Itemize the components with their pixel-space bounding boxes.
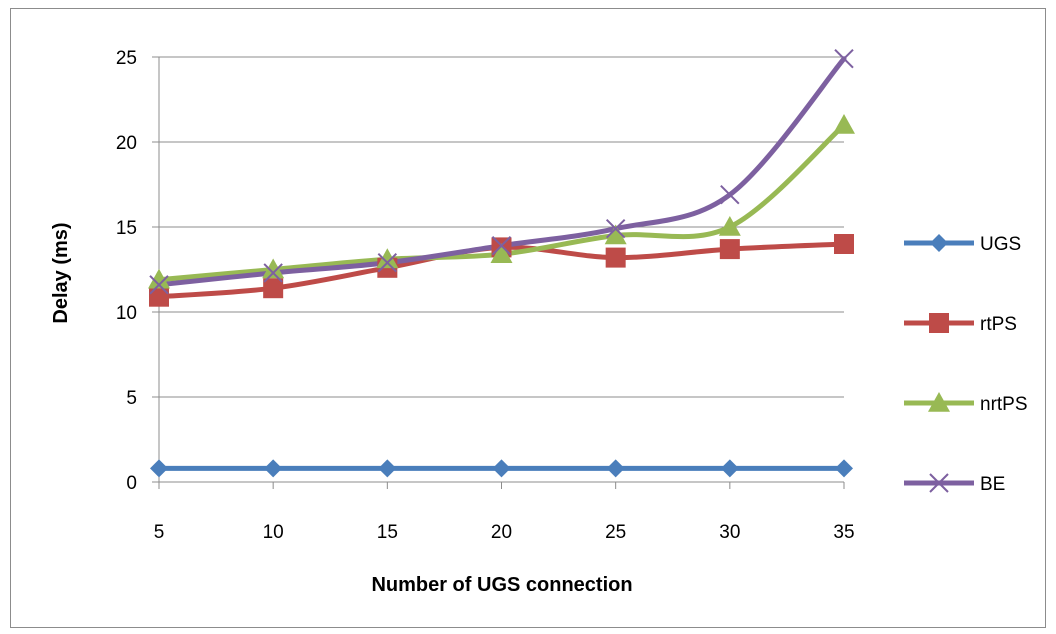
x-tick-label: 25: [605, 522, 626, 543]
point-rtps: [834, 234, 854, 254]
legend-marker-rtps: [929, 313, 949, 333]
point-nrtps: [833, 114, 855, 134]
point-rtps: [605, 247, 626, 268]
legend-label-ugs: UGS: [980, 234, 1021, 255]
point-ugs: [492, 459, 511, 478]
point-be: [834, 48, 854, 69]
point-be: [149, 275, 169, 295]
point-nrtps: [718, 216, 741, 236]
legend-label-rtps: rtPS: [980, 314, 1017, 335]
point-ugs: [378, 459, 397, 478]
point-be: [720, 184, 740, 205]
point-be-stroke: [149, 275, 169, 295]
point-nrtps: [490, 243, 513, 263]
point-be-stroke: [263, 263, 283, 283]
x-tick-label: 5: [154, 522, 165, 543]
point-ugs: [264, 459, 283, 478]
point-nrtps: [148, 268, 170, 289]
point-rtps: [719, 239, 740, 260]
point-ugs: [720, 459, 739, 478]
y-tick-label: 0: [126, 473, 137, 494]
legend-marker-be: [929, 473, 949, 493]
point-nrtps: [262, 258, 285, 279]
legend: UGS rtPS nrtPS BE: [904, 234, 1028, 495]
legend-marker-be-stroke: [929, 473, 949, 493]
y-tick-label: 20: [116, 133, 137, 154]
series-lines: [156, 56, 847, 471]
point-nrtps: [604, 224, 627, 245]
x-tick-label: 10: [263, 522, 284, 543]
y-tick-label: 25: [116, 48, 137, 69]
point-nrtps: [376, 248, 399, 269]
y-tick-label: 15: [116, 218, 137, 239]
x-tick-label: 20: [491, 522, 512, 543]
x-tick-label: 15: [377, 522, 398, 543]
x-tick-label: 30: [719, 522, 740, 543]
point-be: [605, 218, 626, 239]
legend-marker-nrtps: [928, 392, 950, 412]
point-be-stroke: [834, 48, 854, 69]
point-be: [491, 235, 512, 256]
point-be-stroke: [377, 252, 398, 273]
chart-frame: 0 5 10 15 20 25 5 10 15 20 25 30 35 Number of UGS co…: [10, 8, 1046, 628]
point-be-stroke: [491, 235, 512, 256]
y-axis-title: Delay (ms): [50, 222, 72, 323]
legend-label-nrtps: nrtPS: [980, 394, 1028, 415]
point-ugs: [835, 459, 853, 478]
series-markers: [148, 48, 855, 478]
legend-label-be: BE: [980, 474, 1005, 495]
point-ugs: [150, 459, 168, 478]
point-be: [263, 263, 283, 283]
point-rtps: [263, 278, 284, 299]
line-chart: 0 5 10 15 20 25 5 10 15 20 25 30 35 Number of UGS co…: [50, 48, 1028, 596]
point-rtps: [149, 286, 169, 307]
point-be-stroke: [605, 218, 626, 239]
tick-labels: 0 5 10 15 20 25 5 10 15 20 25 30 35: [116, 48, 855, 543]
y-tick-label: 5: [126, 388, 137, 409]
x-tick-label: 35: [833, 522, 854, 543]
point-be-stroke: [720, 184, 740, 205]
point-ugs: [606, 459, 625, 478]
gridlines: [159, 56, 844, 398]
legend-marker-ugs: [930, 234, 948, 252]
x-axis-title: Number of UGS connection: [371, 574, 632, 596]
point-be: [377, 252, 398, 273]
y-tick-label: 10: [116, 303, 137, 324]
